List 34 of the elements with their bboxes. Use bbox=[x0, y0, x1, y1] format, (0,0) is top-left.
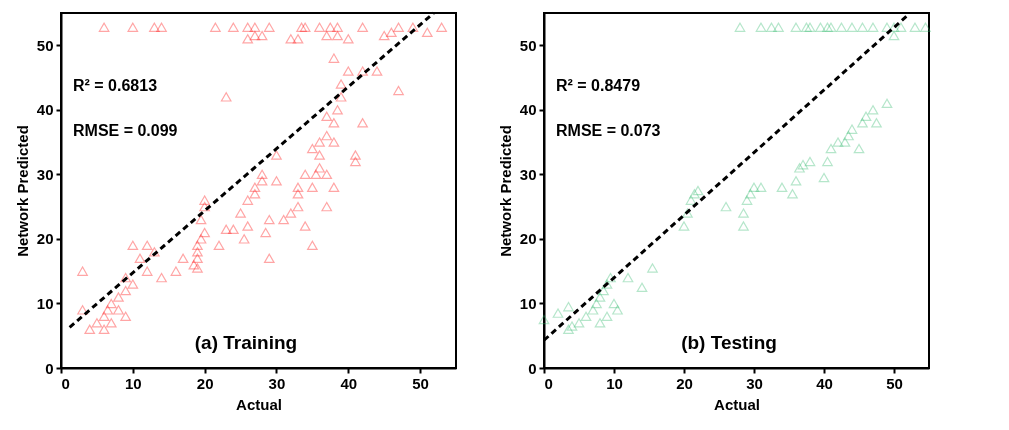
x-axis-title: Actual bbox=[714, 395, 760, 413]
x-tick-label: 0 bbox=[61, 374, 70, 392]
annotation: RMSE = 0.099 bbox=[73, 122, 178, 139]
y-tick-label: 20 bbox=[36, 230, 54, 248]
y-tick-label: 50 bbox=[519, 36, 537, 54]
y-tick-label: 30 bbox=[519, 165, 537, 183]
y-tick-label: 10 bbox=[519, 294, 537, 312]
annotation: (a) Training bbox=[194, 332, 298, 353]
y-tick-label: 40 bbox=[519, 101, 537, 119]
x-tick-label: 0 bbox=[544, 374, 553, 392]
x-tick-label: 30 bbox=[268, 374, 286, 392]
y-tick-label: 20 bbox=[519, 230, 537, 248]
x-tick-label: 20 bbox=[676, 374, 693, 392]
annotation: (b) Testing bbox=[681, 332, 777, 353]
y-tick-label: 50 bbox=[36, 36, 54, 54]
x-tick-label: 40 bbox=[816, 374, 833, 392]
annotation: R² = 0.8479 bbox=[556, 77, 641, 94]
y-tick-label: 0 bbox=[528, 359, 537, 377]
x-axis-title: Actual bbox=[236, 395, 282, 413]
x-tick-label: 50 bbox=[412, 374, 429, 392]
x-tick-label: 10 bbox=[124, 374, 142, 392]
y-tick-label: 10 bbox=[36, 294, 54, 312]
x-tick-label: 20 bbox=[196, 374, 214, 392]
x-tick-label: 50 bbox=[886, 374, 903, 392]
y-tick-label: 0 bbox=[45, 359, 54, 377]
y-axis-title: Network Predicted bbox=[496, 125, 514, 257]
x-tick-label: 10 bbox=[606, 374, 623, 392]
annotation: RMSE = 0.073 bbox=[556, 122, 661, 139]
y-axis-title: Network Predicted bbox=[13, 125, 31, 257]
x-tick-label: 30 bbox=[746, 374, 763, 392]
annotation: R² = 0.6813 bbox=[73, 77, 158, 94]
x-tick-label: 40 bbox=[340, 374, 358, 392]
y-tick-label: 30 bbox=[36, 165, 54, 183]
y-tick-label: 40 bbox=[36, 101, 54, 119]
